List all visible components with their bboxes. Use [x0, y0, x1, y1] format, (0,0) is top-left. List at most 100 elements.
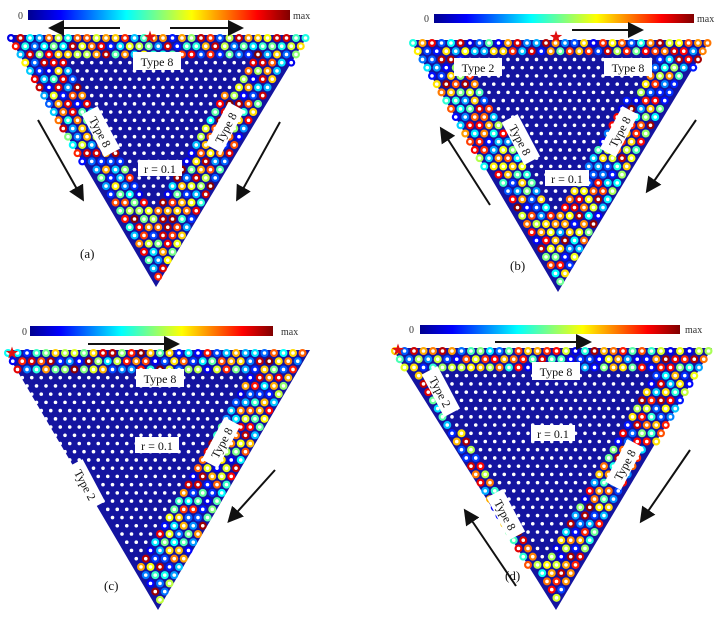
lattice-hole — [234, 417, 238, 421]
lattice-hole — [639, 41, 643, 45]
lattice-hole — [213, 176, 218, 180]
lattice-hole — [511, 373, 516, 378]
lattice-hole — [156, 77, 161, 81]
lattice-hole — [248, 441, 253, 446]
lattice-hole — [501, 164, 506, 169]
colorbar — [30, 326, 273, 336]
lattice-hole — [165, 192, 170, 197]
lattice-hole — [151, 217, 156, 221]
lattice-hole — [72, 384, 77, 388]
lattice-hole — [20, 375, 25, 380]
lattice-hole — [458, 107, 463, 111]
lattice-hole — [525, 123, 529, 128]
lattice-hole — [118, 126, 123, 131]
lattice-hole — [191, 491, 196, 495]
lattice-hole — [596, 82, 601, 86]
lattice-hole — [511, 505, 516, 510]
lattice-hole — [430, 74, 434, 78]
lattice-hole — [94, 85, 99, 90]
lattice-hole — [572, 74, 577, 78]
lattice-hole — [134, 392, 139, 396]
lattice-hole — [146, 126, 151, 131]
lattice-hole — [248, 392, 253, 396]
lattice-hole — [104, 52, 108, 57]
lattice-hole — [601, 123, 605, 128]
lattice-hole — [477, 41, 482, 45]
lattice-hole — [142, 250, 146, 254]
lattice-hole — [496, 156, 501, 160]
lattice-hole — [177, 532, 181, 536]
lattice-hole — [241, 77, 246, 81]
lattice-hole — [558, 246, 563, 251]
lattice-hole — [686, 57, 691, 62]
lattice-hole — [265, 85, 270, 90]
lattice-hole — [148, 351, 153, 355]
lattice-hole — [601, 107, 605, 111]
lattice-hole — [175, 176, 180, 180]
lattice-hole — [583, 464, 587, 468]
lattice-hole — [554, 349, 559, 353]
lattice-hole — [559, 554, 564, 559]
lattice-hole — [549, 489, 554, 493]
lattice-hole — [124, 474, 129, 479]
lattice-hole — [194, 77, 199, 81]
lattice-hole — [464, 423, 469, 427]
lattice-hole — [286, 359, 291, 364]
lattice-hole — [582, 222, 586, 226]
lattice-hole — [181, 491, 186, 495]
lattice-hole — [629, 107, 634, 111]
lattice-hole — [435, 357, 440, 362]
lattice-hole — [501, 115, 506, 119]
lattice-hole — [586, 131, 591, 136]
lattice-hole — [85, 36, 89, 40]
lattice-hole — [124, 540, 129, 545]
lattice-hole — [153, 474, 158, 479]
lattice-hole — [167, 515, 172, 520]
lattice-hole — [186, 351, 191, 355]
lattice-hole — [520, 181, 525, 185]
lattice-hole — [678, 365, 682, 370]
lattice-hole — [659, 398, 663, 403]
lattice-hole — [186, 449, 191, 454]
lattice-hole — [143, 491, 148, 495]
lattice-hole — [578, 472, 583, 477]
lattice-hole — [582, 107, 586, 111]
lattice-hole — [434, 49, 439, 54]
lattice-hole — [151, 118, 156, 123]
lattice-hole — [540, 456, 545, 460]
lattice-hole — [563, 271, 567, 276]
lattice-hole — [487, 107, 491, 111]
lattice-hole — [170, 250, 175, 254]
lattice-hole — [142, 200, 146, 205]
lattice-hole — [516, 513, 521, 518]
lattice-hole — [39, 392, 44, 396]
lattice-hole — [151, 69, 156, 73]
lattice-hole — [602, 447, 606, 452]
lattice-hole — [567, 148, 572, 152]
lattice-hole — [29, 375, 34, 380]
lattice-hole — [554, 464, 559, 468]
lattice-hole — [205, 384, 210, 388]
lattice-hole — [222, 159, 227, 164]
lattice-hole — [629, 90, 634, 95]
lattice-hole — [568, 456, 573, 460]
lattice-hole — [139, 565, 143, 569]
lattice-hole — [167, 581, 172, 586]
lattice-hole — [162, 507, 167, 512]
lattice-hole — [610, 90, 615, 95]
lattice-hole — [567, 263, 572, 267]
lattice-hole — [497, 464, 502, 468]
lattice-hole — [127, 143, 132, 147]
lattice-hole — [472, 98, 477, 103]
lattice-hole — [113, 184, 118, 188]
lattice-hole — [167, 482, 172, 487]
lattice-hole — [158, 532, 162, 536]
lattice-hole — [586, 213, 591, 218]
lattice-hole — [592, 447, 597, 452]
panel-label: (c) — [104, 578, 118, 593]
lattice-hole — [568, 571, 573, 575]
lattice-hole — [439, 41, 444, 45]
lattice-hole — [591, 222, 596, 226]
lattice-hole — [549, 406, 554, 411]
lattice-hole — [564, 480, 568, 485]
